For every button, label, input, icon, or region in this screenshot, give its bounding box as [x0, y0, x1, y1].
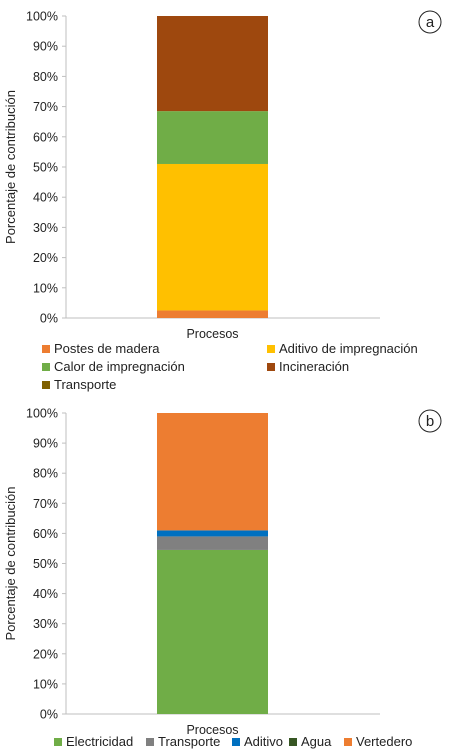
x-category-label: Procesos [186, 723, 238, 737]
y-tick-label: 0% [40, 708, 58, 722]
panel-tag-circle [418, 10, 442, 34]
legend-swatch [42, 363, 50, 371]
legend-label: Vertedero [356, 734, 412, 749]
legend-swatch [54, 738, 62, 746]
bar-segment [157, 536, 268, 550]
legend-swatch [146, 738, 154, 746]
y-tick-label: 100% [26, 10, 58, 24]
bar-segment [157, 530, 268, 537]
bar-segment [157, 16, 268, 112]
y-tick-label: 10% [33, 281, 58, 295]
y-tick-label: 50% [33, 557, 58, 571]
legend-swatch [232, 738, 240, 746]
y-tick-label: 50% [33, 161, 58, 175]
legend-label: Agua [301, 734, 332, 749]
legend-label: Transporte [54, 377, 116, 392]
y-tick-label: 90% [33, 437, 58, 451]
legend-swatch [42, 345, 50, 353]
bar-segment [157, 413, 268, 531]
y-tick-label: 20% [33, 647, 58, 661]
legend-swatch [289, 738, 297, 746]
y-tick-label: 70% [33, 100, 58, 114]
y-tick-label: 0% [40, 312, 58, 326]
bar-segment [157, 163, 268, 311]
panel-tag-label: a [426, 14, 435, 31]
legend-swatch [42, 381, 50, 389]
legend-swatch [344, 738, 352, 746]
y-tick-label: 10% [33, 677, 58, 691]
legend-label: Aditivo de impregnación [279, 341, 418, 356]
bar-segment [157, 111, 268, 164]
y-tick-label: 80% [33, 467, 58, 481]
y-axis-title: Porcentaje de contribución [3, 90, 18, 244]
y-tick-label: 70% [33, 497, 58, 511]
y-tick-label: 80% [33, 70, 58, 84]
x-category-label: Procesos [186, 327, 238, 341]
y-tick-label: 40% [33, 587, 58, 601]
legend-label: Aditivo [244, 734, 283, 749]
panel-tag-label: b [426, 413, 434, 430]
legend-label: Incineración [279, 359, 349, 374]
y-tick-label: 90% [33, 40, 58, 54]
legend-label: Postes de madera [54, 341, 160, 356]
bar-segment [157, 549, 268, 714]
legend-label: Calor de impregnación [54, 359, 185, 374]
bar-segment [157, 310, 268, 318]
panel-tag-circle [418, 409, 442, 433]
legend-swatch [267, 363, 275, 371]
y-tick-label: 30% [33, 221, 58, 235]
y-tick-label: 30% [33, 617, 58, 631]
y-tick-label: 20% [33, 251, 58, 265]
y-tick-label: 60% [33, 130, 58, 144]
y-axis-title: Porcentaje de contribución [3, 487, 18, 641]
legend-swatch [267, 345, 275, 353]
y-tick-label: 100% [26, 407, 58, 421]
y-tick-label: 60% [33, 527, 58, 541]
legend-label: Electricidad [66, 734, 133, 749]
legend-label: Transporte [158, 734, 220, 749]
y-tick-label: 40% [33, 191, 58, 205]
